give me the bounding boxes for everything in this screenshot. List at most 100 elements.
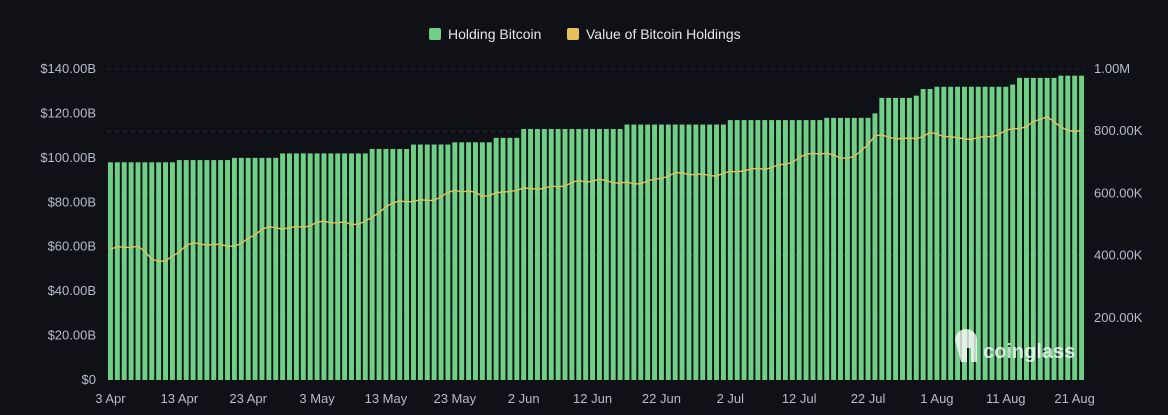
bar-holding-bitcoin[interactable]: [176, 160, 182, 380]
bar-holding-bitcoin[interactable]: [872, 113, 878, 381]
bar-holding-bitcoin[interactable]: [507, 137, 513, 380]
bar-holding-bitcoin[interactable]: [142, 162, 148, 380]
bar-holding-bitcoin[interactable]: [259, 157, 265, 380]
bar-holding-bitcoin[interactable]: [500, 137, 506, 380]
bar-holding-bitcoin[interactable]: [982, 86, 988, 381]
bar-holding-bitcoin[interactable]: [920, 88, 926, 381]
bar-holding-bitcoin[interactable]: [672, 124, 678, 380]
bar-holding-bitcoin[interactable]: [431, 144, 437, 380]
bar-holding-bitcoin[interactable]: [390, 148, 396, 380]
bar-holding-bitcoin[interactable]: [190, 160, 196, 380]
bar-holding-bitcoin[interactable]: [293, 153, 299, 380]
bar-holding-bitcoin[interactable]: [218, 160, 224, 380]
bar-holding-bitcoin[interactable]: [445, 144, 451, 380]
bar-holding-bitcoin[interactable]: [941, 86, 947, 381]
bar-holding-bitcoin[interactable]: [906, 97, 912, 380]
bar-holding-bitcoin[interactable]: [838, 117, 843, 381]
bar-holding-bitcoin[interactable]: [266, 157, 272, 380]
bar-holding-bitcoin[interactable]: [762, 120, 768, 380]
bar-holding-bitcoin[interactable]: [107, 162, 113, 380]
bar-holding-bitcoin[interactable]: [411, 144, 416, 380]
bar-holding-bitcoin[interactable]: [231, 157, 237, 380]
bar-holding-bitcoin[interactable]: [287, 153, 292, 380]
bar-holding-bitcoin[interactable]: [755, 120, 761, 380]
bar-holding-bitcoin[interactable]: [383, 148, 389, 380]
bar-holding-bitcoin[interactable]: [121, 162, 127, 380]
bar-holding-bitcoin[interactable]: [913, 95, 919, 380]
bar-holding-bitcoin[interactable]: [996, 86, 1002, 381]
bar-holding-bitcoin[interactable]: [858, 117, 864, 381]
bar-holding-bitcoin[interactable]: [479, 142, 485, 380]
bar-holding-bitcoin[interactable]: [548, 128, 554, 380]
bar-holding-bitcoin[interactable]: [156, 162, 162, 380]
bar-holding-bitcoin[interactable]: [844, 117, 850, 381]
bar-holding-bitcoin[interactable]: [927, 88, 933, 381]
bar-holding-bitcoin[interactable]: [975, 86, 981, 381]
bar-holding-bitcoin[interactable]: [197, 160, 203, 380]
bar-holding-bitcoin[interactable]: [1003, 86, 1009, 381]
bar-holding-bitcoin[interactable]: [968, 86, 974, 381]
bar-holding-bitcoin[interactable]: [886, 97, 892, 380]
bar-holding-bitcoin[interactable]: [1065, 75, 1071, 380]
bar-holding-bitcoin[interactable]: [603, 128, 609, 380]
bar-holding-bitcoin[interactable]: [734, 120, 740, 380]
bar-holding-bitcoin[interactable]: [934, 86, 940, 381]
bar-holding-bitcoin[interactable]: [114, 162, 120, 380]
bar-holding-bitcoin[interactable]: [879, 97, 885, 380]
bar-holding-bitcoin[interactable]: [459, 142, 465, 380]
bar-holding-bitcoin[interactable]: [748, 120, 754, 380]
bar-holding-bitcoin[interactable]: [720, 124, 726, 380]
bar-holding-bitcoin[interactable]: [355, 153, 361, 380]
legend-label-value[interactable]: Value of Bitcoin Holdings: [586, 26, 741, 42]
bar-holding-bitcoin[interactable]: [590, 128, 596, 380]
bar-holding-bitcoin[interactable]: [1079, 75, 1085, 380]
bar-holding-bitcoin[interactable]: [1044, 77, 1050, 380]
bar-holding-bitcoin[interactable]: [569, 128, 575, 380]
bar-holding-bitcoin[interactable]: [452, 142, 458, 380]
bar-holding-bitcoin[interactable]: [817, 120, 823, 380]
bar-holding-bitcoin[interactable]: [714, 124, 720, 380]
bar-holding-bitcoin[interactable]: [245, 157, 251, 380]
bar-holding-bitcoin[interactable]: [225, 160, 231, 380]
bar-holding-bitcoin[interactable]: [900, 97, 905, 380]
bar-holding-bitcoin[interactable]: [466, 142, 472, 380]
bar-holding-bitcoin[interactable]: [679, 124, 685, 380]
bar-holding-bitcoin[interactable]: [321, 153, 327, 380]
bar-holding-bitcoin[interactable]: [769, 120, 775, 380]
bar-holding-bitcoin[interactable]: [610, 128, 616, 380]
bar-holding-bitcoin[interactable]: [1058, 75, 1064, 380]
bar-holding-bitcoin[interactable]: [252, 157, 258, 380]
bar-holding-bitcoin[interactable]: [135, 162, 141, 380]
bar-holding-bitcoin[interactable]: [397, 148, 403, 380]
bar-holding-bitcoin[interactable]: [280, 153, 286, 380]
bar-holding-bitcoin[interactable]: [631, 124, 637, 380]
bar-holding-bitcoin[interactable]: [948, 86, 954, 381]
bar-holding-bitcoin[interactable]: [645, 124, 651, 380]
bar-holding-bitcoin[interactable]: [472, 142, 478, 380]
bar-holding-bitcoin[interactable]: [300, 153, 306, 380]
bar-holding-bitcoin[interactable]: [617, 128, 623, 380]
bar-holding-bitcoin[interactable]: [1051, 77, 1057, 380]
legend-swatch-holding[interactable]: [429, 28, 441, 40]
bar-holding-bitcoin[interactable]: [486, 142, 492, 380]
bar-holding-bitcoin[interactable]: [438, 144, 444, 380]
bar-holding-bitcoin[interactable]: [204, 160, 210, 380]
bar-holding-bitcoin[interactable]: [1010, 84, 1016, 381]
bar-holding-bitcoin[interactable]: [514, 137, 520, 380]
legend-label-holding[interactable]: Holding Bitcoin: [448, 26, 541, 42]
bar-holding-bitcoin[interactable]: [782, 120, 788, 380]
bar-holding-bitcoin[interactable]: [128, 162, 134, 380]
bar-holding-bitcoin[interactable]: [1072, 75, 1078, 380]
bar-holding-bitcoin[interactable]: [693, 124, 699, 380]
bar-holding-bitcoin[interactable]: [624, 124, 630, 380]
bar-holding-bitcoin[interactable]: [576, 128, 582, 380]
bar-holding-bitcoin[interactable]: [810, 120, 816, 380]
bar-holding-bitcoin[interactable]: [307, 153, 313, 380]
bar-holding-bitcoin[interactable]: [596, 128, 602, 380]
bar-holding-bitcoin[interactable]: [961, 86, 967, 381]
bar-holding-bitcoin[interactable]: [686, 124, 692, 380]
bar-holding-bitcoin[interactable]: [163, 162, 169, 380]
bar-holding-bitcoin[interactable]: [803, 120, 809, 380]
bar-holding-bitcoin[interactable]: [665, 124, 671, 380]
bar-holding-bitcoin[interactable]: [376, 148, 382, 380]
